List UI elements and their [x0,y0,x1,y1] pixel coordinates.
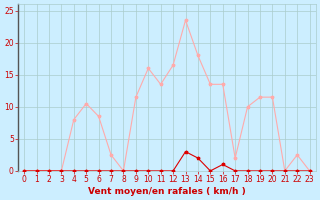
X-axis label: Vent moyen/en rafales ( km/h ): Vent moyen/en rafales ( km/h ) [88,187,246,196]
